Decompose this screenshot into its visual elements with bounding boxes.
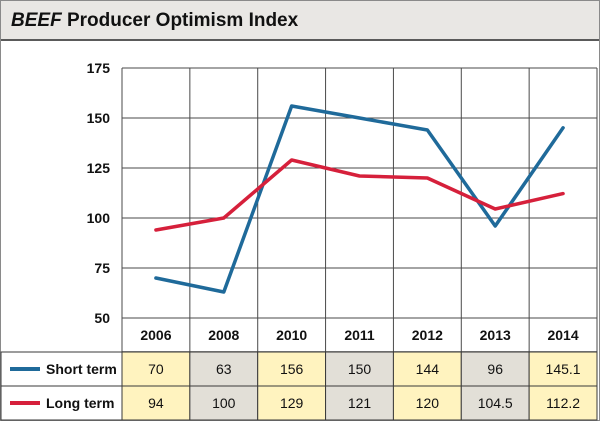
series-line <box>154 158 565 232</box>
x-tick-label: 2008 <box>208 327 239 343</box>
table-cell-value: 150 <box>348 361 372 377</box>
x-tick-label: 2010 <box>276 327 307 343</box>
x-tick-label: 2011 <box>344 327 375 343</box>
table-cell <box>528 351 598 387</box>
table-cell-value: 96 <box>487 361 503 377</box>
table-cell-value: 120 <box>416 395 440 411</box>
y-tick-label: 175 <box>87 60 111 76</box>
x-tick-label: 2014 <box>547 327 578 343</box>
table-cell <box>189 385 259 421</box>
table-cell-value: 112.2 <box>546 395 580 411</box>
table-cell-value: 121 <box>348 395 372 411</box>
table-cell-value: 94 <box>148 395 164 411</box>
row-label: Long term <box>46 395 114 411</box>
row-label: Short term <box>46 361 117 377</box>
table-cell-value: 156 <box>280 361 304 377</box>
table-cell-value: 70 <box>148 361 164 377</box>
table-cell <box>257 385 327 421</box>
table-cell <box>325 385 394 421</box>
y-tick-label: 100 <box>87 210 111 226</box>
table-cell-value: 100 <box>212 395 236 411</box>
table-cell-value: 144 <box>416 361 440 377</box>
table-cell <box>325 351 394 387</box>
table-cell <box>392 351 462 387</box>
table-cell <box>121 385 191 421</box>
x-tick-label: 2012 <box>412 327 443 343</box>
table-cell <box>460 385 530 421</box>
table-cell-value: 145.1 <box>546 361 581 377</box>
x-tick-label: 2013 <box>480 327 511 343</box>
y-tick-label: 150 <box>87 110 111 126</box>
series-line <box>154 104 565 294</box>
y-tick-label: 50 <box>94 310 110 326</box>
table-cell-value: 129 <box>280 395 304 411</box>
table-cell-value: 104.5 <box>478 395 513 411</box>
chart-title: BEEF Producer Optimism Index <box>11 10 299 31</box>
title-bar: BEEF Producer Optimism Index <box>1 1 599 41</box>
y-tick-label: 75 <box>94 260 110 276</box>
x-tick-label: 2006 <box>140 327 171 343</box>
table-cell-value: 63 <box>216 361 232 377</box>
y-tick-label: 125 <box>87 160 111 176</box>
table-cell <box>528 385 598 421</box>
